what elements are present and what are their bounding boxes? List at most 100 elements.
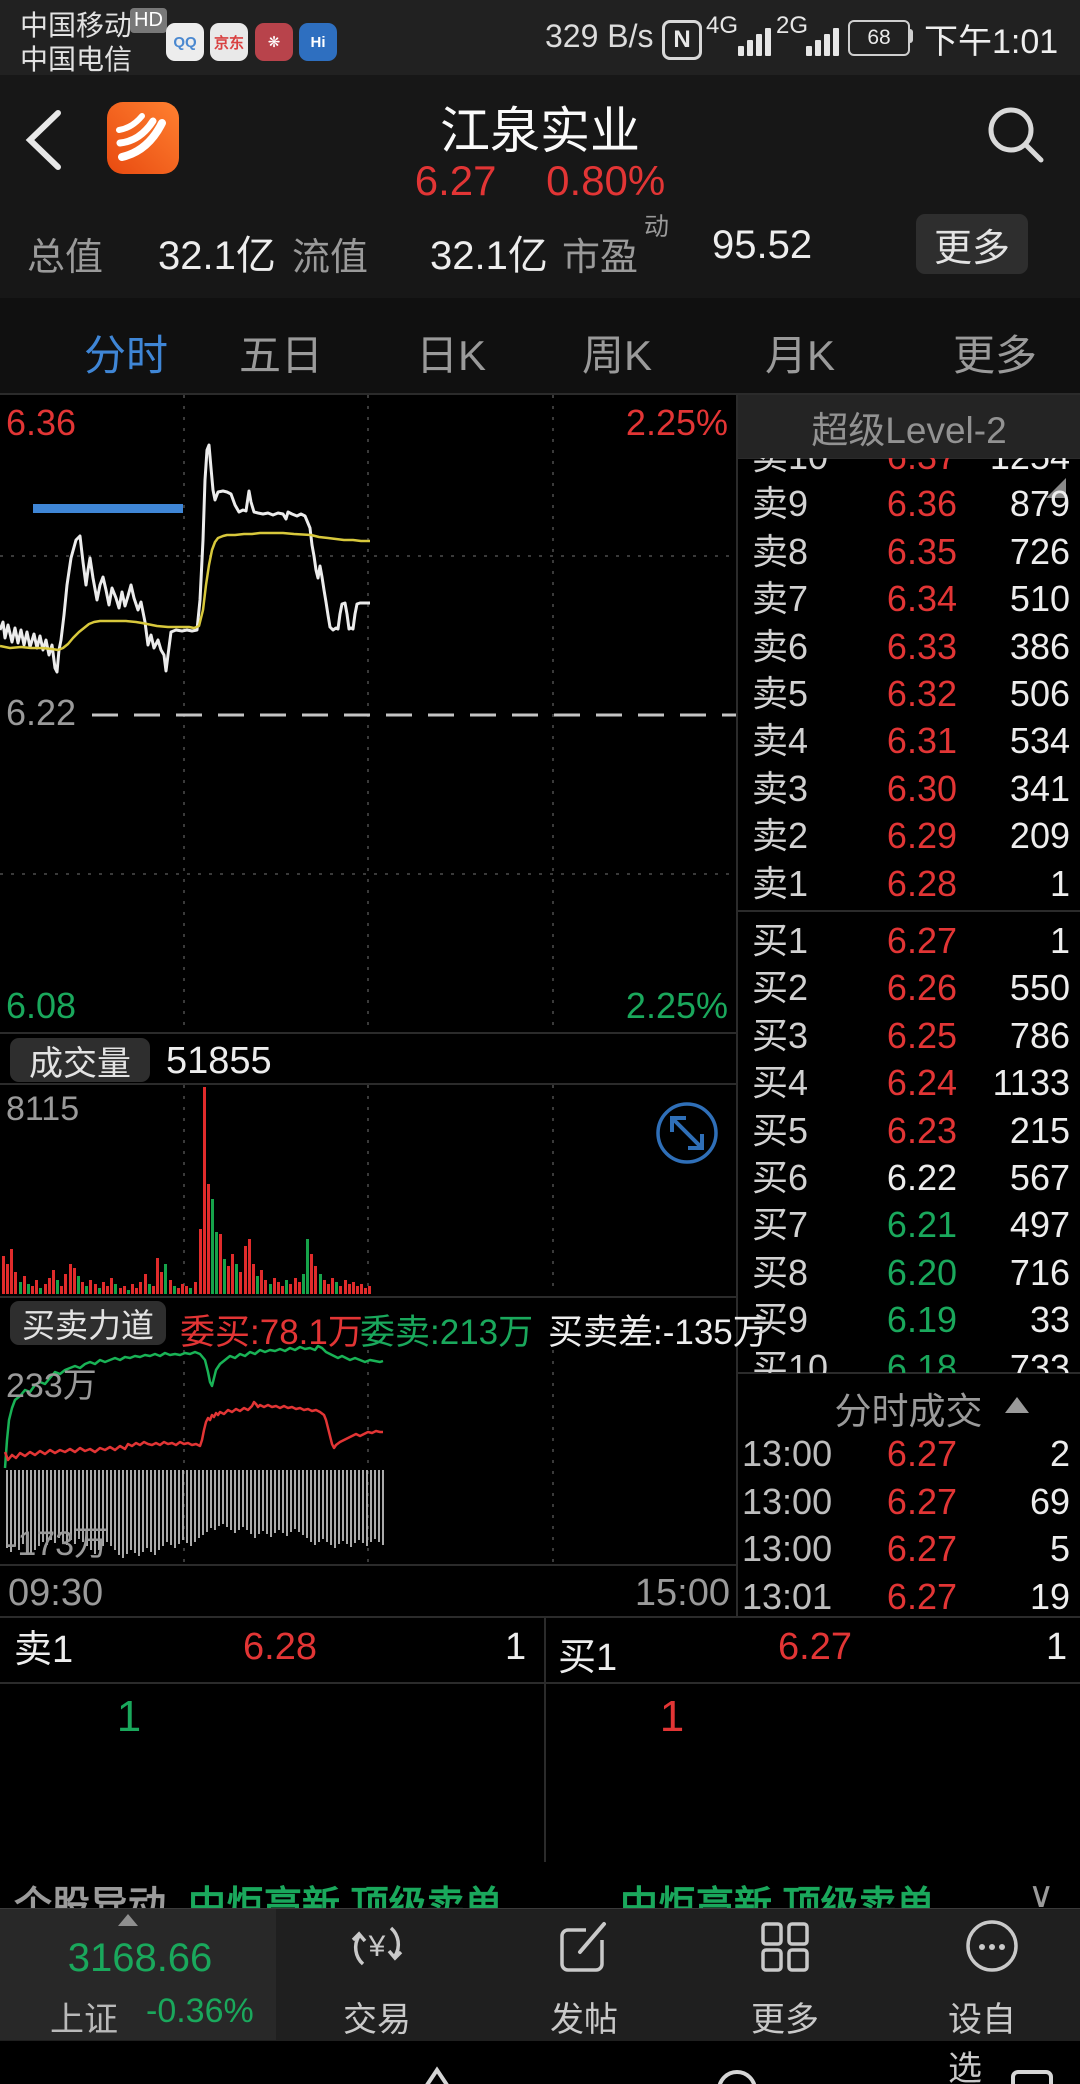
time-axis-start: 09:30 <box>8 1572 104 1614</box>
order-quantity: 1 <box>1049 920 1070 961</box>
tab-more-corner-icon <box>1046 478 1066 498</box>
order-book-row[interactable]: 卖4 6.31 534 <box>737 717 1080 764</box>
tab-more[interactable]: 更多 <box>952 332 1038 379</box>
tick-trade-row: 13:00 6.27 69 <box>737 1478 1080 1525</box>
tab-weekly-k[interactable]: 周K <box>581 332 653 379</box>
tab-minute[interactable]: 分时 <box>83 332 169 379</box>
order-price: 6.19 <box>886 1299 957 1341</box>
battery-nub <box>908 29 913 43</box>
expand-chart-icon <box>656 1102 718 1164</box>
order-book-row[interactable]: 卖7 6.34 510 <box>737 575 1080 622</box>
level2-header[interactable]: 超级Level-2 <box>738 395 1080 458</box>
tick-panel-title[interactable]: 分时成交 <box>834 1391 983 1432</box>
sell-strength-line <box>3 1344 384 1469</box>
order-quantity: 786 <box>1009 1014 1070 1056</box>
ticker-prefix: 个股异动 <box>14 1885 167 1908</box>
order-quantity: 497 <box>1009 1204 1070 1246</box>
nav-more-label[interactable]: 更多 <box>751 2001 819 2039</box>
order-quantity: 879 <box>1009 483 1070 525</box>
order-quantity: 534 <box>1009 720 1070 762</box>
order-book-row[interactable]: 买7 6.21 497 <box>737 1201 1080 1248</box>
watchlist-icon[interactable] <box>960 1914 1024 1978</box>
order-book-row[interactable]: 买4 6.24 1133 <box>737 1059 1080 1106</box>
queue-sell-label: 卖1 <box>14 1629 74 1671</box>
order-book-row[interactable]: 买10 6.18 733 <box>737 1344 1080 1373</box>
time-axis-end: 15:00 <box>634 1572 730 1614</box>
order-book-row[interactable]: 卖5 6.32 506 <box>737 670 1080 717</box>
order-level-label: 卖5 <box>752 673 809 714</box>
order-book-row[interactable]: 卖6 6.33 386 <box>737 623 1080 670</box>
tick-panel-collapse-icon[interactable] <box>1005 1397 1029 1413</box>
nav-post-label[interactable]: 发帖 <box>550 2001 618 2039</box>
active-tab-underline <box>33 504 183 513</box>
order-book-row[interactable]: 买6 6.22 567 <box>737 1154 1080 1201</box>
order-book-row[interactable]: 买8 6.20 716 <box>737 1249 1080 1296</box>
order-quantity: 550 <box>1009 967 1070 1009</box>
order-book-row[interactable]: 卖2 6.29 209 <box>737 812 1080 859</box>
order-level-label: 卖4 <box>752 720 809 762</box>
tab-monthly-k[interactable]: 月K <box>764 332 836 379</box>
trade-icon[interactable]: ¥ <box>345 1914 409 1978</box>
order-book-row[interactable]: 买1 6.27 1 <box>737 917 1080 964</box>
index-summary-block[interactable] <box>0 1909 276 2040</box>
axis-low-percent: 2.25% <box>625 985 728 1026</box>
order-book-row[interactable]: 买5 6.23 215 <box>737 1107 1080 1154</box>
hd-badge: HD <box>130 8 167 33</box>
lidao-pane-label[interactable]: 买卖力道 <box>10 1301 166 1345</box>
stat-label-pe-dynamic-sup: 动 <box>644 213 670 241</box>
order-price: 6.23 <box>886 1109 957 1151</box>
tick-time: 13:00 <box>742 1480 833 1522</box>
stock-alert-ticker[interactable]: 个股异动 中炬高新 顶级卖单 中炬高新 顶级卖单 ∨ <box>0 1862 1080 1908</box>
order-book-row[interactable]: 卖9 6.36 879 <box>737 480 1080 527</box>
android-home-icon[interactable] <box>709 2066 765 2084</box>
tick-quantity: 2 <box>1049 1433 1070 1474</box>
order-book-row[interactable]: 卖106.37 1254 <box>737 458 1080 480</box>
ticker-collapse-icon[interactable]: ∨ <box>1028 1874 1055 1908</box>
lidao-diff: 买卖差:-135万 <box>548 1313 768 1352</box>
order-book-row[interactable]: 买2 6.26 550 <box>737 964 1080 1011</box>
clock: 下午1:01 <box>924 23 1059 61</box>
order-book[interactable]: 卖106.371254卖96.36879卖86.35726卖76.34510卖6… <box>737 458 1080 1373</box>
index-expand-icon[interactable] <box>118 1914 138 1926</box>
tab-daily-k[interactable]: 日K <box>415 332 487 379</box>
order-level-label: 卖8 <box>752 530 809 572</box>
stat-value-float: 32.1亿 <box>430 234 548 278</box>
order-price: 6.30 <box>886 767 957 809</box>
order-quantity: 1133 <box>992 1062 1070 1104</box>
order-level-label: 买1 <box>752 920 809 961</box>
more-grid-icon[interactable] <box>753 1914 817 1978</box>
stat-label-total-value: 总值 <box>27 237 104 279</box>
order-book-row[interactable]: 卖8 6.35 726 <box>737 528 1080 575</box>
tab-5day[interactable]: 五日 <box>238 332 324 379</box>
order-quantity: 209 <box>1009 815 1070 857</box>
tick-trades-panel[interactable]: 分时成交 13:00 6.27 2 13:00 6.27 69 13:00 6.27 5 13:0… <box>737 1373 1080 1615</box>
queue-buy-order: 1 <box>659 1692 685 1741</box>
nav-trade-label[interactable]: 交易 <box>343 2001 411 2039</box>
order-level-label: 卖3 <box>752 767 809 809</box>
order-book-row[interactable]: 卖1 6.28 1 <box>737 860 1080 907</box>
search-icon[interactable] <box>984 103 1048 167</box>
order-price: 6.28 <box>886 862 957 904</box>
tick-time: 13:01 <box>742 1575 833 1616</box>
back-icon[interactable] <box>22 107 66 173</box>
order-quantity: 716 <box>1009 1251 1070 1293</box>
order-book-row[interactable]: 卖3 6.30 341 <box>737 765 1080 812</box>
android-recents-icon[interactable] <box>1005 2066 1061 2084</box>
android-back-icon[interactable] <box>409 2066 465 2084</box>
post-icon[interactable] <box>552 1914 616 1978</box>
order-quantity: 726 <box>1009 530 1070 572</box>
tick-price: 6.27 <box>886 1433 957 1474</box>
nav-watchlist-label[interactable]: 设自选 <box>948 2001 1016 2084</box>
volume-pane-label[interactable]: 成交量 <box>10 1038 150 1083</box>
signal-4g-label: 4G <box>706 12 739 39</box>
order-price: 6.34 <box>886 578 957 620</box>
queue-sell-order: 1 <box>116 1692 142 1741</box>
order-book-row[interactable]: 买9 6.19 33 <box>737 1296 1080 1343</box>
page-title-stock-name: 江泉实业 <box>440 103 640 159</box>
signal-bars-4g <box>738 28 771 56</box>
order-book-row[interactable]: 买3 6.25 786 <box>737 1012 1080 1059</box>
order-quantity: 386 <box>1009 625 1070 667</box>
tick-quantity: 19 <box>1029 1575 1070 1616</box>
more-stats-button[interactable]: 更多 <box>916 214 1028 274</box>
